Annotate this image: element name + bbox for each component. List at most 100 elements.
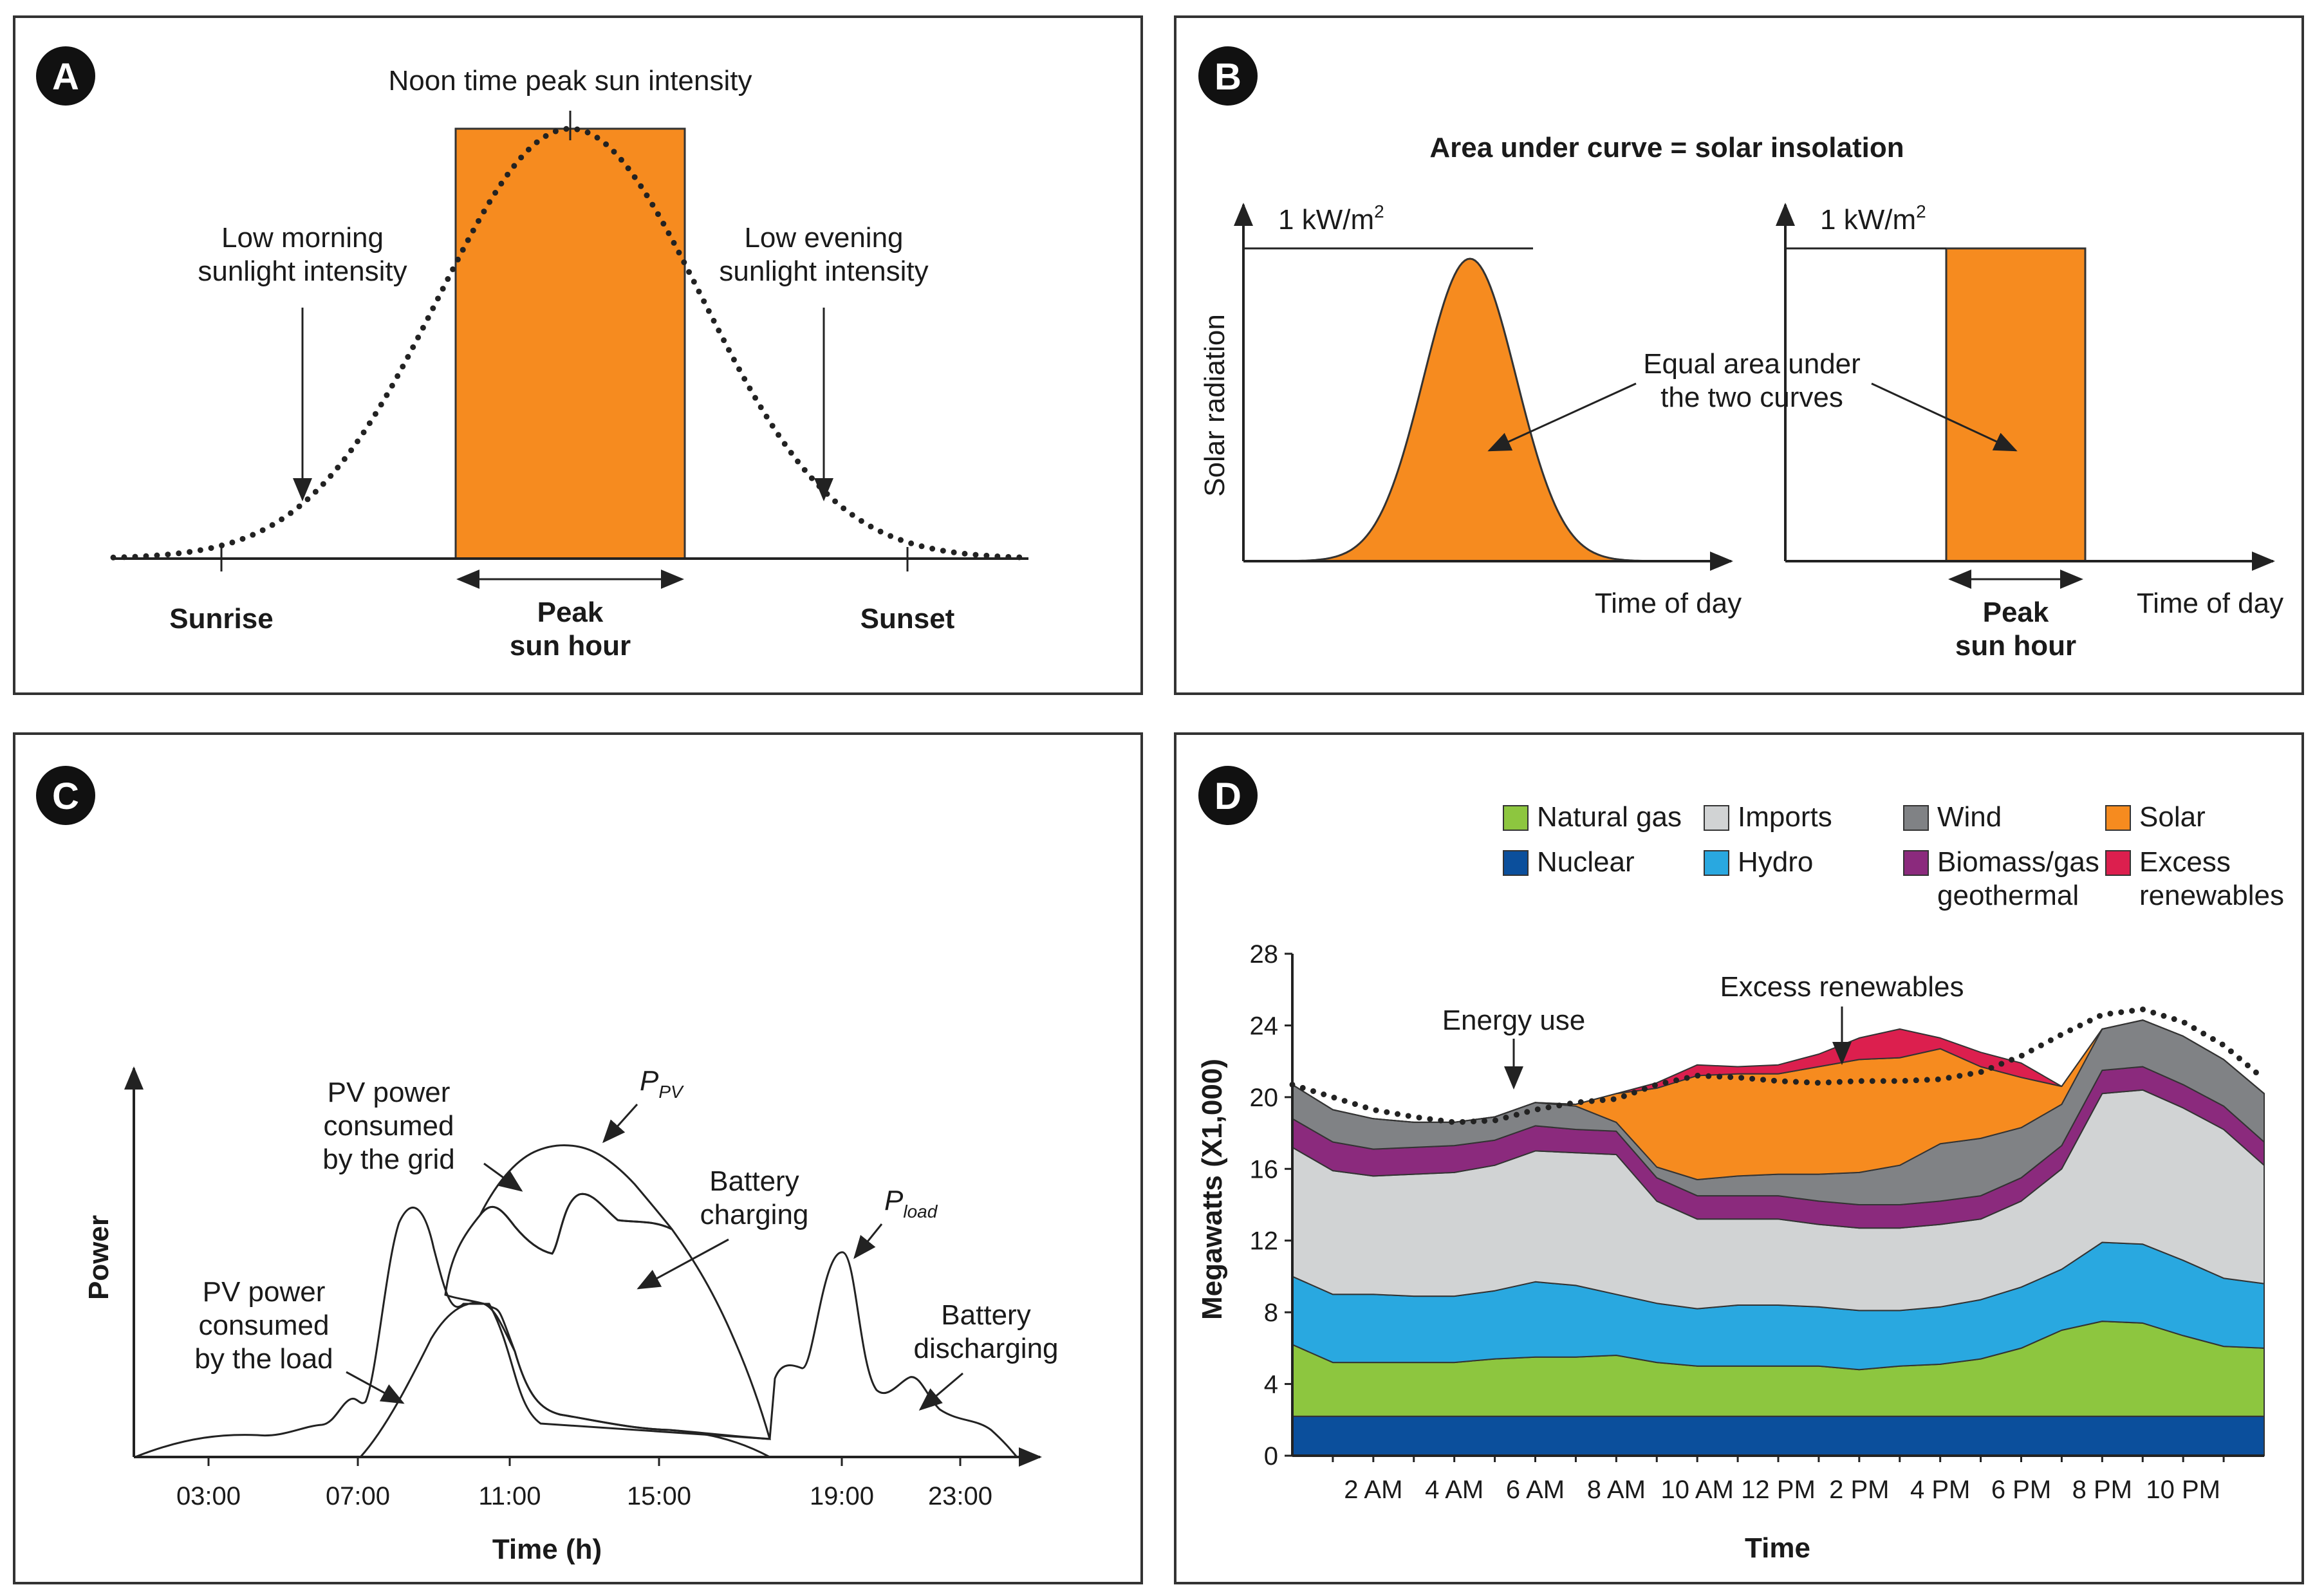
ppv-arrow	[602, 1103, 638, 1144]
megawatts-axis-label: Megawatts (X1,000)	[1196, 1059, 1228, 1320]
equal-area-arrow-right	[1871, 382, 2018, 452]
battery-discharging-label-2: discharging	[913, 1333, 1058, 1364]
area-nuclear	[1292, 1415, 2265, 1456]
legend-label: Excess	[2139, 846, 2231, 878]
pv-load-arrow	[346, 1371, 405, 1404]
pload-label: Pload	[884, 1185, 938, 1221]
battery-discharging-label-1: Battery	[941, 1299, 1030, 1331]
panel-d-axes: 0 4 8 12 16 20 24 28 2 AM 4 AM 6 AM 8 AM 10 AM 12 PM 2…	[1250, 940, 2264, 1504]
right-unit-label: 1 kW/m2	[1820, 201, 1926, 236]
panel-d-stacked-areas	[1292, 1019, 2265, 1456]
battery-charging-label-2: charging	[700, 1199, 809, 1230]
energy-use-label: Energy use	[1442, 1005, 1586, 1036]
panel-d-y-tick-label: 16	[1250, 1155, 1279, 1183]
legend-swatch	[1503, 850, 1529, 876]
pv-grid-label-3: by the grid	[322, 1144, 454, 1175]
legend-label: Nuclear	[1537, 846, 1635, 878]
panel-d-y-tick-label: 28	[1250, 940, 1279, 969]
legend-label: Solar	[2139, 801, 2206, 833]
panel-a-badge	[36, 46, 95, 106]
panel-a-badge-label: A	[52, 56, 79, 98]
low-evening-label-1: Low evening	[744, 222, 903, 254]
sunrise-label: Sunrise	[169, 603, 273, 635]
peak-sun-hour-rect	[1945, 247, 2087, 562]
left-unit-label: 1 kW/m2	[1278, 201, 1384, 236]
legend-label-line2: renewables	[2139, 880, 2284, 911]
time-h-axis-label: Time (h)	[492, 1534, 602, 1565]
sunset-label: Sunset	[860, 603, 955, 635]
panel-c-tick-label: 07:00	[326, 1482, 390, 1510]
panel-b: B Area under curve = solar insolation 1 …	[1174, 15, 2304, 695]
equal-area-label-2: the two curves	[1660, 382, 1843, 413]
panel-a: A Noon time peak sun intensity Low morni…	[13, 15, 1143, 695]
ppv-label: PPV	[640, 1065, 684, 1102]
pv-load-label-2: consumed	[198, 1310, 329, 1341]
legend-label: Imports	[1738, 801, 1832, 833]
legend-swatch	[2105, 850, 2131, 876]
panel-c-frame	[13, 732, 1143, 1584]
legend-swatch	[2105, 805, 2131, 831]
panel-c-tick-label: 19:00	[810, 1482, 874, 1510]
panel-d-x-tick-label: 2 AM	[1344, 1476, 1402, 1504]
panel-c-badge-label: C	[52, 775, 79, 817]
panel-d-x-tick-label: 6 PM	[1991, 1476, 2051, 1504]
pv-grid-label-1: PV power	[328, 1077, 451, 1108]
panel-d-x-tick-label: 10 PM	[2146, 1476, 2220, 1504]
legend-label: Biomass/gas	[1937, 846, 2099, 878]
pv-grid-arrow	[483, 1162, 523, 1192]
panel-d-x-tick-label: 4 PM	[1910, 1476, 1970, 1504]
panel-c-tick-label: 15:00	[627, 1482, 691, 1510]
panel-d-y-tick-label: 20	[1250, 1084, 1279, 1112]
panel-d-legend: Natural gas Imports Wind Solar Nuclear Hydro B…	[1503, 801, 2284, 911]
battery-charging-label-1: Battery	[709, 1165, 799, 1197]
legend-swatch	[1704, 805, 1729, 831]
peak-sun-hour-block	[454, 127, 686, 560]
legend-label: Wind	[1937, 801, 2002, 833]
solar-radiation-axis-label: Solar radiation	[1199, 314, 1231, 497]
pv-grid-label-2: consumed	[323, 1110, 454, 1142]
legend-swatch	[1903, 850, 1929, 876]
panel-d-y-tick-label: 0	[1264, 1442, 1278, 1471]
legend-swatch	[1704, 850, 1729, 876]
panel-d-x-tick-label: 8 AM	[1587, 1476, 1646, 1504]
legend-label-line2: geothermal	[1937, 880, 2079, 911]
panel-d-badge	[1198, 766, 1258, 825]
panel-c-badge	[36, 766, 95, 825]
panel-d-y-tick-label: 24	[1250, 1012, 1279, 1040]
excess-renewables-label: Excess renewables	[1720, 971, 1964, 1003]
panel-d-y-tick-label: 8	[1264, 1299, 1278, 1327]
panel-c-tick-label: 23:00	[928, 1482, 992, 1510]
panel-b-title: Area under curve = solar insolation	[1429, 132, 1904, 163]
legend-label: Hydro	[1738, 846, 1813, 878]
pload-arrow	[853, 1223, 883, 1259]
panel-c-tick-label: 03:00	[176, 1482, 241, 1510]
equal-area-label-1: Equal area under	[1643, 348, 1861, 380]
panel-d-x-tick-label: 12 PM	[1741, 1476, 1816, 1504]
noon-peak-label: Noon time peak sun intensity	[389, 65, 752, 97]
panel-d: D Natural gas Imports Wind Solar Nuclear Hydr…	[1174, 732, 2304, 1584]
panel-c-x-ticks: 03:00 07:00 11:00 15:00 19:00 23:00	[176, 1457, 992, 1510]
panel-d-x-tick-label: 8 PM	[2072, 1476, 2132, 1504]
panel-b-badge	[1198, 46, 1258, 106]
panel-d-x-tick-label: 4 AM	[1425, 1476, 1483, 1504]
right-time-of-day-label: Time of day	[2137, 588, 2283, 619]
panel-d-x-tick-label: 6 AM	[1506, 1476, 1565, 1504]
panel-d-y-tick-label: 4	[1264, 1371, 1278, 1399]
low-morning-label-1: Low morning	[221, 222, 384, 254]
peak-label-1: Peak	[537, 597, 604, 628]
right-peak-label-2: sun hour	[1955, 630, 2076, 662]
panel-d-x-tick-label: 2 PM	[1829, 1476, 1889, 1504]
panel-c-tick-label: 11:00	[478, 1482, 541, 1510]
pv-load-light-green-area	[135, 1207, 1019, 1458]
pv-load-label-3: by the load	[194, 1343, 333, 1375]
area-excess-renewables	[1292, 1019, 2265, 1123]
time-axis-label: Time	[1745, 1532, 1810, 1564]
energy-use-dotted-line	[1289, 1006, 2267, 1126]
battery-charging-arrow	[637, 1238, 729, 1290]
low-morning-label-2: sunlight intensity	[198, 255, 407, 287]
panel-b-badge-label: B	[1214, 56, 1241, 98]
legend-swatch	[1503, 805, 1529, 831]
equal-area-arrow-left	[1487, 382, 1637, 452]
power-axis-label: Power	[83, 1215, 115, 1300]
